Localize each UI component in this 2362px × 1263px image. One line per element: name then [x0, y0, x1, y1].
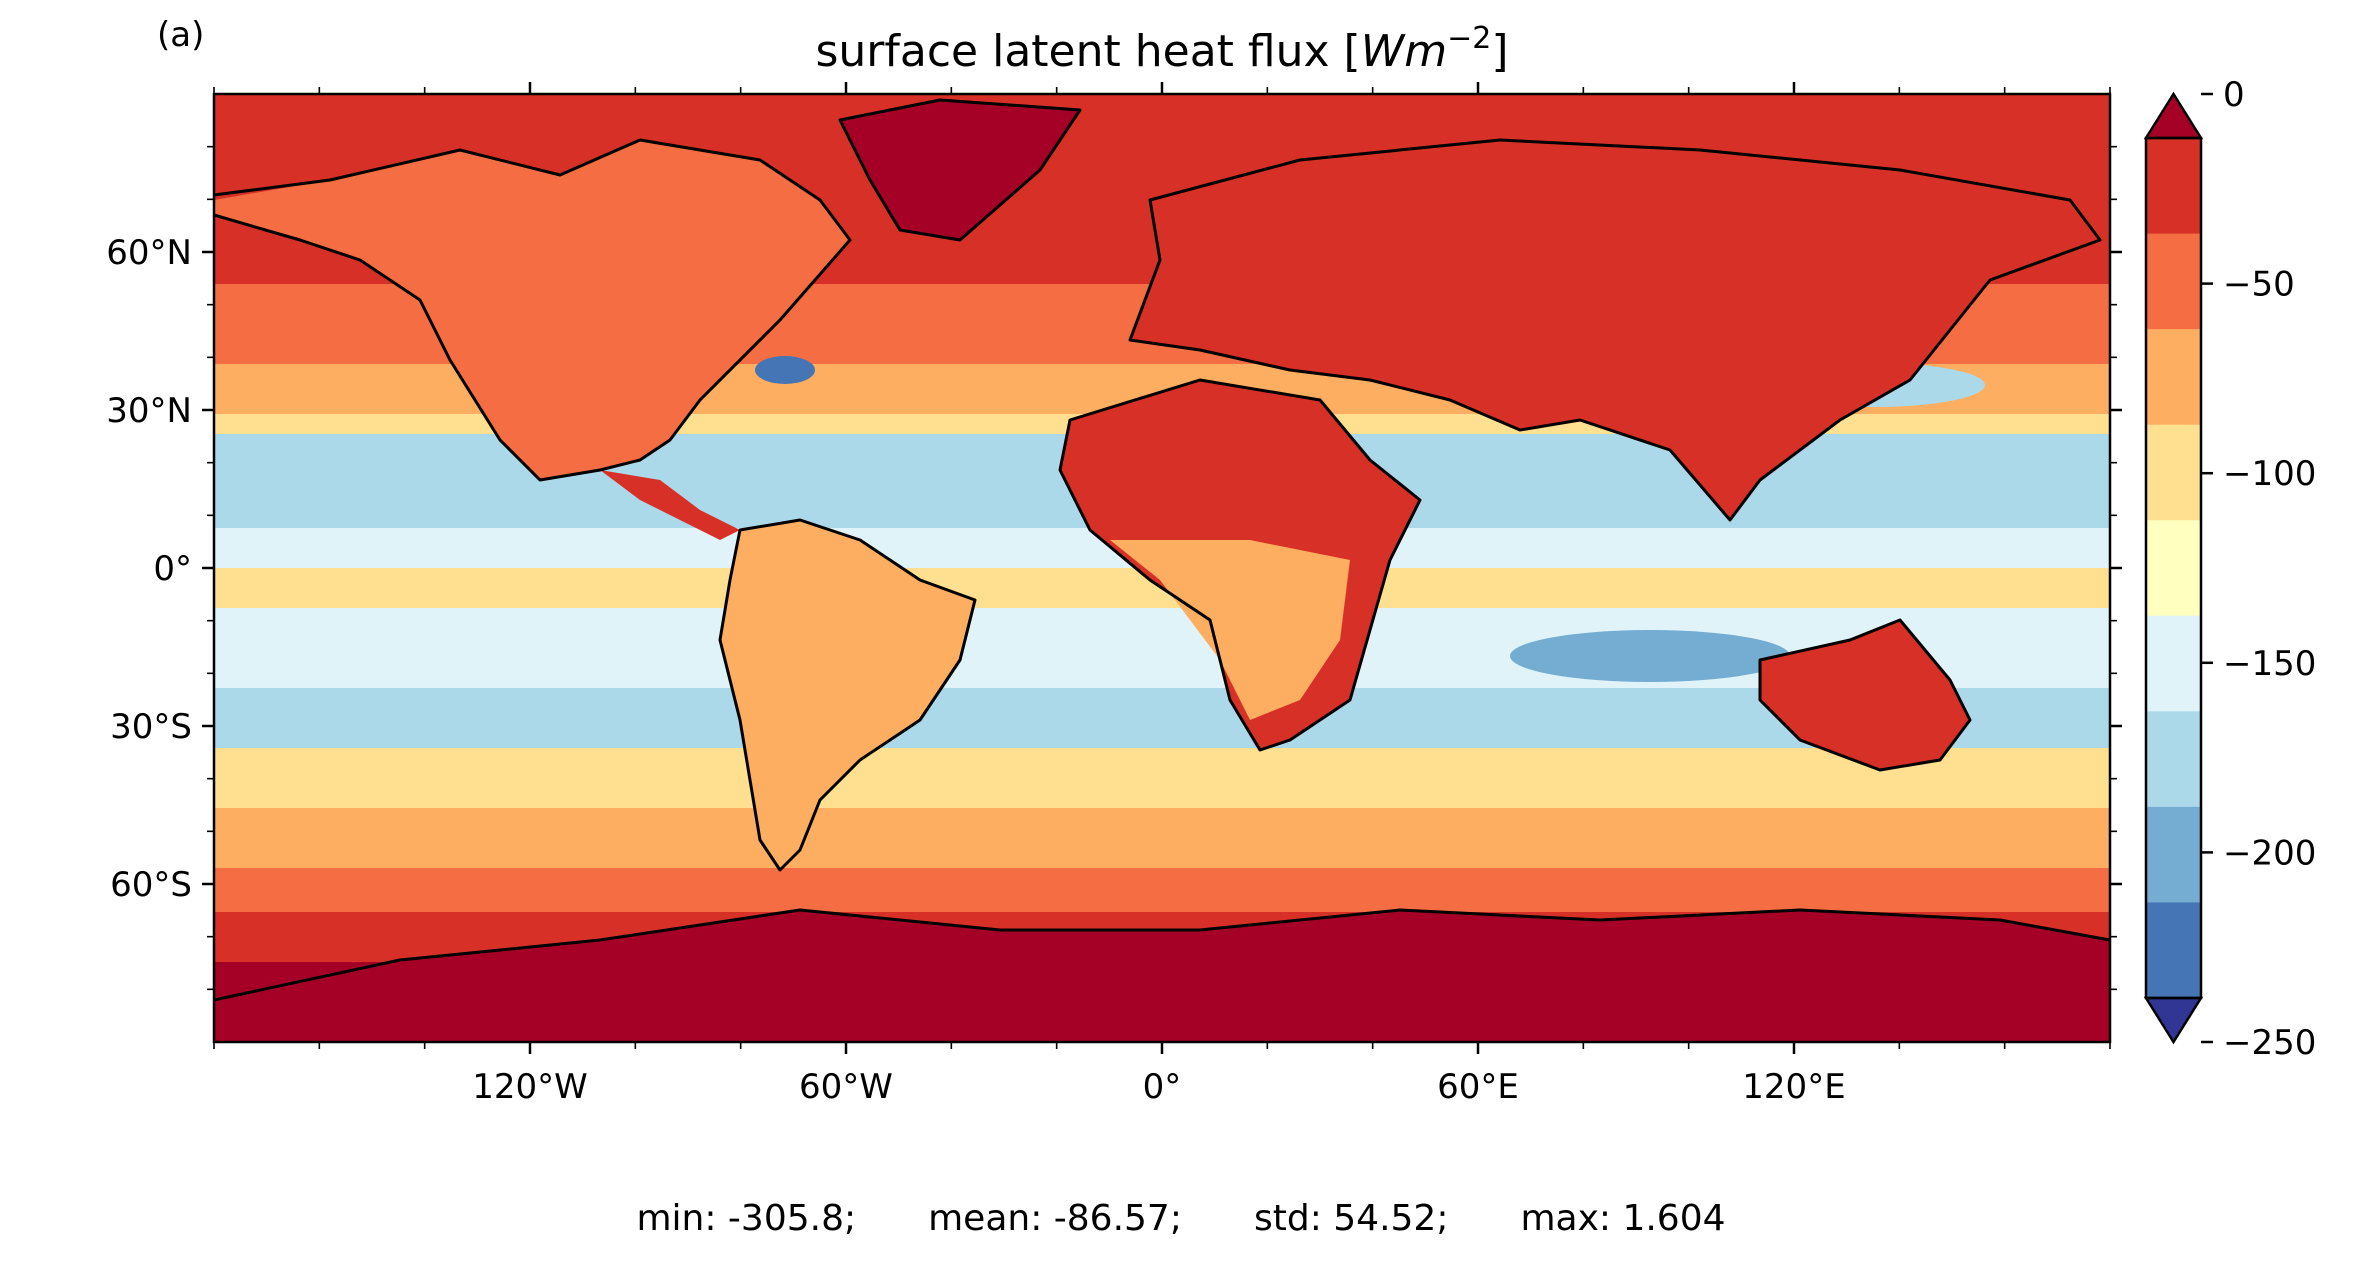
land-australia — [1760, 620, 1970, 770]
summary-statistics: min: -305.8; mean: -86.57; std: 54.52; max:… — [0, 1198, 2362, 1239]
lat-tick-label: 30°S — [110, 707, 192, 747]
land-eurasia — [1130, 140, 2100, 520]
land-south-america — [720, 520, 975, 870]
band-south-subtropic-edge — [214, 748, 2110, 808]
stat-mean: mean: -86.57; — [928, 1198, 1182, 1239]
colorbar-segment — [2146, 138, 2201, 235]
title-bracket-close: ] — [1491, 26, 1508, 77]
colorbar-extend-min — [2143, 996, 2204, 1045]
lat-tick-label: 0° — [153, 549, 192, 589]
map-title: surface latent heat flux [Wm−2] — [816, 21, 1509, 77]
colorbar-segment — [2146, 424, 2201, 521]
coast-north-america — [214, 138, 852, 482]
lat-tick-label: 30°N — [106, 391, 192, 431]
colorbar-tick-label: −200 — [2223, 833, 2316, 873]
longitude-axis: 120°W 60°W 0° 60°E 120°E — [472, 82, 1846, 1107]
lat-tick-label: 60°N — [106, 233, 192, 273]
lon-tick-label: 60°E — [1437, 1067, 1519, 1107]
title-unit-w: W — [1361, 26, 1406, 77]
title-text: surface latent heat flux — [816, 26, 1344, 77]
coast-antarctica — [214, 908, 2110, 1002]
indian-ocean-blue — [1510, 630, 1790, 682]
colorbar-segment — [2146, 902, 2201, 999]
lon-tick-label: 0° — [1143, 1067, 1182, 1107]
stat-min: min: -305.8; — [636, 1198, 857, 1239]
lon-tick-label: 120°E — [1742, 1067, 1845, 1107]
title-unit-exponent: −2 — [1447, 21, 1491, 56]
colorbar-frame — [2144, 136, 2203, 1000]
colorbar: 0 −50 −100 −150 −200 −250 — [2143, 75, 2316, 1063]
land-africa-tropical — [1110, 540, 1350, 720]
land-greenland — [840, 100, 1080, 240]
coast-south-america — [718, 518, 977, 872]
colorbar-segment — [2146, 233, 2201, 330]
minor-ticks — [207, 87, 2117, 1049]
lat-tick-label: 60°S — [110, 865, 192, 905]
coast-eurasia — [1128, 138, 2102, 522]
colorbar-tick-label: −50 — [2223, 265, 2295, 305]
colorbar-segment — [2146, 711, 2201, 808]
latitude-axis: 60°N 30°N 0° 30°S 60°S — [106, 233, 2122, 905]
coastlines — [214, 98, 2110, 1002]
colorbar-segment — [2146, 806, 2201, 903]
band-south-warm — [214, 808, 2110, 868]
land-antarctica — [214, 910, 2110, 1042]
title-bracket-open: [ — [1344, 26, 1361, 77]
lon-tick-label: 60°W — [799, 1067, 893, 1107]
land-central-america — [600, 470, 740, 540]
colorbar-tick-label: −100 — [2223, 454, 2316, 494]
land-north-america — [214, 140, 850, 480]
coast-africa — [1058, 378, 1422, 752]
flux-field — [214, 94, 2110, 1042]
lon-tick-label: 120°W — [472, 1067, 588, 1107]
stat-std: std: 54.52; — [1253, 1198, 1449, 1239]
gulf-stream-blue — [755, 356, 815, 384]
colorbar-segment — [2146, 329, 2201, 426]
colorbar-segment — [2146, 615, 2201, 712]
colorbar-tick-label: 0 — [2223, 75, 2245, 115]
coast-australia — [1758, 618, 1972, 772]
title-unit-m: m — [1404, 26, 1447, 77]
colorbar-tick-label: −250 — [2223, 1023, 2316, 1063]
coast-greenland — [838, 98, 1082, 242]
stat-max: max: 1.604 — [1520, 1198, 1726, 1239]
colorbar-segment — [2146, 520, 2201, 617]
panel-label: (a) — [157, 15, 204, 55]
colorbar-extend-max — [2143, 91, 2204, 140]
colorbar-tick-label: −150 — [2223, 644, 2316, 684]
band-south-mid — [214, 868, 2110, 912]
